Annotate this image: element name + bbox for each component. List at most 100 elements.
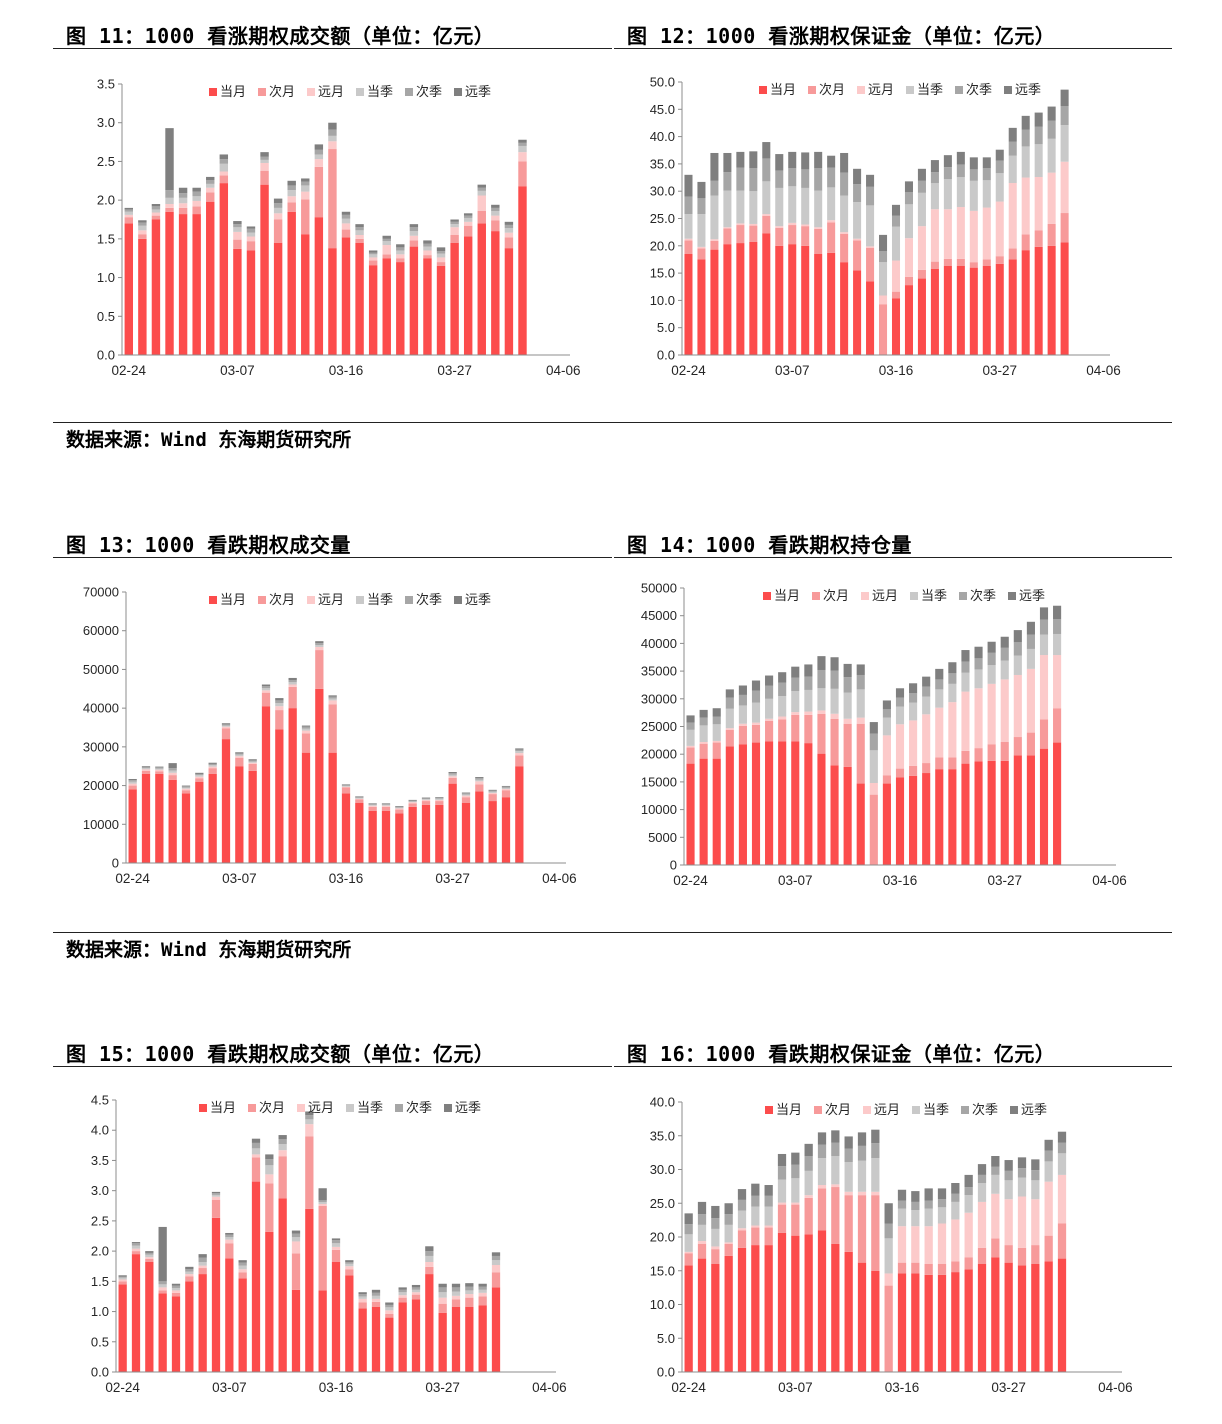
bar-segment: [411, 1292, 421, 1295]
bar-segment: [924, 1226, 933, 1264]
bar-segment: [844, 1191, 853, 1196]
bar-segment: [131, 1242, 141, 1244]
bar-segment: [450, 221, 459, 225]
y-tick-label: 70000: [83, 585, 119, 600]
bar-segment: [879, 262, 888, 296]
bar-segment: [151, 209, 161, 213]
bar-segment: [1000, 636, 1009, 648]
bar-segment: [385, 1307, 394, 1311]
bar-segment: [345, 1260, 354, 1262]
y-tick-label: 1.0: [97, 270, 115, 285]
bar-segment: [246, 232, 256, 237]
bar-segment: [181, 793, 191, 863]
bar-segment: [423, 243, 432, 247]
bar-segment: [765, 698, 774, 719]
y-tick-label: 3.5: [97, 77, 115, 92]
bar-segment: [141, 766, 151, 769]
bar-segment: [328, 135, 337, 142]
bar-segment: [1034, 126, 1043, 145]
y-tick-label: 10.0: [650, 293, 675, 308]
bar-segment: [1000, 679, 1009, 743]
put-margin-chart: 0.0 5.0 10.0 15.0 20.0 25.0 30.0 35.0 40.0 02-24 0…: [650, 1095, 1133, 1396]
legend-swatch: [444, 1104, 452, 1112]
bar-segment: [737, 1230, 747, 1248]
x-tick-label: 03-07: [778, 873, 813, 888]
bar-segment: [710, 240, 719, 250]
bar-segment: [165, 211, 174, 355]
y-tick-label: 3.0: [97, 115, 115, 130]
bar-segment: [840, 195, 849, 233]
bar-segment: [964, 1174, 973, 1188]
bar-segment: [305, 1119, 314, 1125]
bar-segment: [1004, 1170, 1013, 1181]
bar-segment: [411, 1287, 421, 1290]
legend-swatch: [405, 88, 413, 96]
x-tick-label: 04-06: [1092, 873, 1127, 888]
bar-segment: [398, 1295, 407, 1298]
legend-label: 远月: [308, 1100, 334, 1115]
bar-segment: [275, 703, 284, 707]
y-tick-label: 5.0: [657, 1331, 675, 1346]
bar-segment: [331, 1261, 341, 1372]
bar-segment: [804, 1156, 813, 1171]
bar-segment: [738, 685, 747, 695]
bar-segment: [461, 797, 471, 803]
bar-segment: [265, 1174, 274, 1184]
bar-segment: [1004, 1245, 1013, 1263]
bar-segment: [208, 763, 217, 766]
bar-segment: [463, 215, 473, 218]
bar-segment: [368, 805, 377, 807]
bar-segment: [1013, 655, 1022, 675]
bar-segment: [1031, 1180, 1040, 1200]
bar-segment: [843, 677, 852, 693]
bar-segment: [408, 799, 417, 801]
bar-segment: [1008, 141, 1017, 156]
bar-segment: [1017, 1168, 1027, 1178]
bar-segment: [948, 757, 957, 770]
bar-segment: [477, 190, 486, 196]
bar-segment: [435, 804, 444, 863]
legend-swatch: [961, 1106, 969, 1114]
bar-segment: [461, 793, 471, 795]
bar-segment: [328, 141, 337, 150]
bar-segment: [699, 717, 708, 726]
call-margin-chart: 0.0 5.0 10.0 15.0 20.0 25.0 30.0 35.0 40.0 45.0 50…: [650, 75, 1121, 379]
bar-segment: [1053, 619, 1062, 634]
bar-segment: [138, 230, 147, 235]
bar-segment: [1060, 89, 1069, 107]
bar-segment: [856, 689, 865, 718]
bar-segment: [171, 1287, 181, 1291]
bar-segment: [128, 781, 137, 784]
bar-segment: [219, 175, 229, 184]
legend-label: 次季: [416, 84, 442, 99]
bar-segment: [974, 646, 983, 659]
bar-segment: [488, 794, 497, 802]
bar-segment: [260, 152, 269, 157]
bar-segment: [749, 241, 758, 355]
bar-segment: [198, 1257, 207, 1262]
bar-segment: [764, 1227, 773, 1246]
legend-swatch: [454, 596, 462, 604]
legend-label: 次季: [416, 592, 442, 607]
bar-segment: [305, 1136, 314, 1209]
bar-segment: [1053, 655, 1062, 709]
y-tick-label: 10.0: [650, 1297, 675, 1312]
bar-segment: [831, 1130, 840, 1143]
bar-segment: [171, 1285, 181, 1288]
bar-segment: [251, 1181, 261, 1372]
bar-segment: [450, 224, 459, 228]
bar-segment: [964, 1195, 973, 1213]
bar-segment: [995, 149, 1004, 161]
bar-segment: [118, 1277, 127, 1280]
bar-segment: [991, 1238, 1000, 1258]
bar-segment: [421, 799, 431, 800]
bar-segment: [775, 245, 784, 355]
legend-label: 远季: [465, 84, 491, 99]
bar-segment: [917, 192, 926, 227]
title-rule: [614, 1066, 1172, 1067]
bar-segment: [684, 1265, 693, 1372]
put-open-interest-chart: 0 5000 10000 15000 20000 25000 30000 35000 40000…: [641, 581, 1127, 889]
legend-swatch: [395, 1104, 403, 1112]
y-tick-label: 0: [112, 856, 119, 871]
legend-label: 次月: [269, 84, 295, 99]
